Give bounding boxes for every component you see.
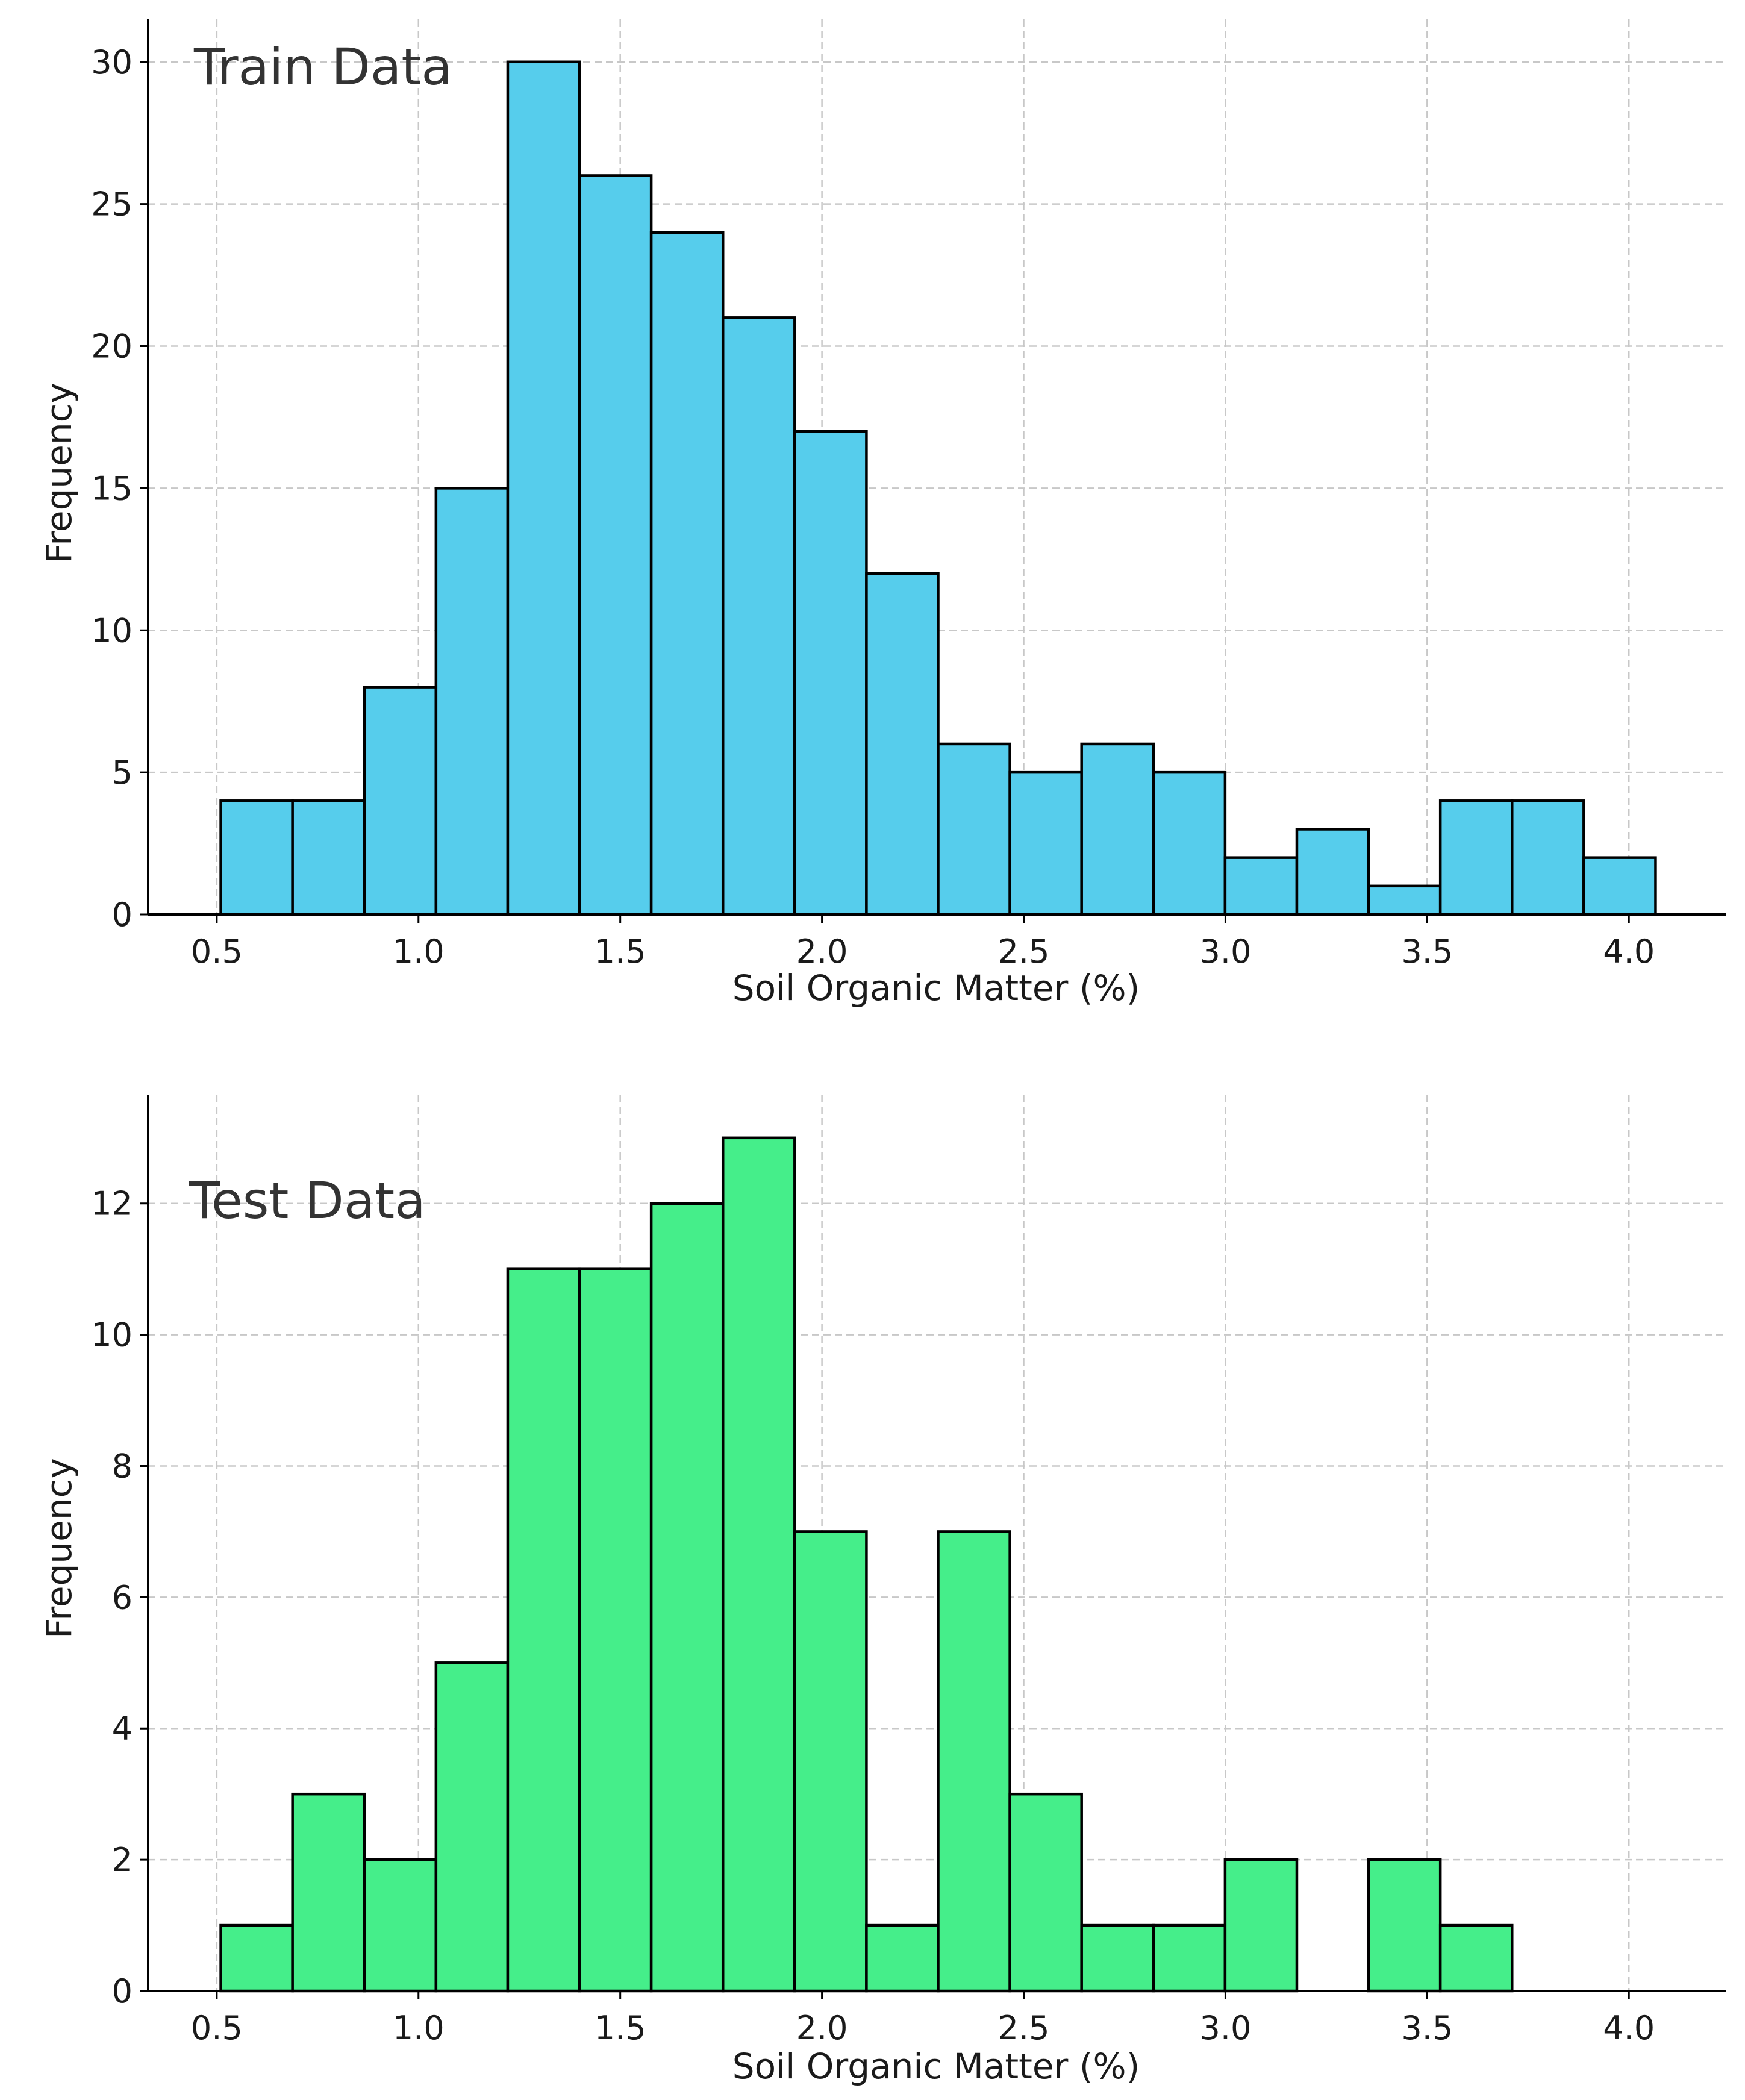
train-histogram-panel: 0.5 1.0 1.5 2.0 2.5 3.0 3.5 4.0 0 5 10 15 20 25 30 Tr… xyxy=(39,19,1726,1008)
test-histogram-panel: 0.5 1.0 1.5 2.0 2.5 3.0 3.5 4.0 0 2 4 6 8 10 12 Test … xyxy=(39,1095,1726,2087)
train-bars xyxy=(219,60,1657,916)
train-bar xyxy=(649,231,725,916)
train-bar xyxy=(506,60,581,916)
train-y-tick-label: 20 xyxy=(91,328,133,366)
train-y-tick-label: 15 xyxy=(91,469,133,507)
train-x-tick-label: 4.0 xyxy=(1603,933,1655,970)
train-bar xyxy=(1367,884,1442,916)
train-y-tick-label: 10 xyxy=(91,611,133,649)
train-y-axis-label: Frequency xyxy=(39,383,80,563)
train-bar xyxy=(1008,770,1083,916)
test-y-tick-label: 8 xyxy=(112,1447,133,1485)
test-bar xyxy=(649,1202,725,1993)
train-x-tick-label: 3.5 xyxy=(1401,933,1453,970)
train-bar xyxy=(1582,856,1657,916)
train-x-ticks: 0.5 1.0 1.5 2.0 2.5 3.0 3.5 4.0 xyxy=(191,914,1655,970)
test-bar xyxy=(1008,1792,1083,1993)
test-bar xyxy=(937,1530,1011,1993)
test-x-ticks: 0.5 1.0 1.5 2.0 2.5 3.0 3.5 4.0 xyxy=(191,1991,1655,2047)
test-x-tick-label: 2.0 xyxy=(796,2009,848,2047)
test-bar xyxy=(1438,1923,1514,1993)
test-y-tick-label: 0 xyxy=(112,1972,133,2010)
test-x-tick-label: 1.5 xyxy=(595,2009,646,2047)
train-x-tick-label: 2.5 xyxy=(998,933,1050,970)
test-x-tick-label: 3.0 xyxy=(1199,2009,1251,2047)
train-y-tick-label: 0 xyxy=(112,896,133,934)
test-bar xyxy=(363,1858,438,1993)
test-x-axis-label: Soil Organic Matter (%) xyxy=(732,2046,1140,2087)
train-x-tick-label: 0.5 xyxy=(191,933,243,970)
train-bar xyxy=(1152,770,1227,916)
test-bar xyxy=(1152,1923,1227,1993)
train-bar xyxy=(1511,799,1585,916)
test-x-tick-label: 3.5 xyxy=(1401,2009,1453,2047)
train-bar xyxy=(865,572,940,916)
train-bar xyxy=(434,487,510,916)
test-bar xyxy=(578,1267,653,1993)
train-bar xyxy=(578,174,653,916)
test-bar xyxy=(793,1530,868,1993)
test-bar xyxy=(1367,1858,1442,1993)
train-y-ticks: 0 5 10 15 20 25 30 xyxy=(91,43,148,934)
test-bar xyxy=(219,1923,294,1993)
test-y-tick-label: 10 xyxy=(91,1316,133,1354)
train-y-tick-label: 5 xyxy=(112,754,133,792)
test-x-tick-label: 1.0 xyxy=(393,2009,445,2047)
test-bar xyxy=(1223,1858,1299,1993)
test-bar xyxy=(434,1661,510,1993)
train-bar xyxy=(291,799,366,916)
test-panel-title: Test Data xyxy=(189,1171,426,1230)
train-x-tick-label: 1.5 xyxy=(595,933,646,970)
train-bar xyxy=(1438,799,1514,916)
test-bar xyxy=(721,1136,796,1993)
test-bar xyxy=(291,1792,366,1993)
train-bar xyxy=(937,742,1011,916)
test-x-tick-label: 2.5 xyxy=(998,2009,1050,2047)
train-bar xyxy=(793,430,868,916)
train-bar xyxy=(1223,856,1299,916)
test-bar xyxy=(506,1267,581,1993)
train-bar xyxy=(1295,828,1370,916)
train-bar xyxy=(363,686,438,916)
train-x-tick-label: 1.0 xyxy=(393,933,445,970)
train-x-tick-label: 3.0 xyxy=(1199,933,1251,970)
train-bar xyxy=(1080,742,1155,916)
train-bar xyxy=(721,316,796,916)
test-bar xyxy=(1080,1923,1155,1993)
test-bar xyxy=(865,1923,940,1993)
test-y-tick-label: 2 xyxy=(112,1841,133,1879)
train-y-tick-label: 30 xyxy=(91,43,133,81)
test-y-tick-label: 6 xyxy=(112,1578,133,1616)
train-bar xyxy=(219,799,294,916)
test-y-tick-label: 4 xyxy=(112,1710,133,1748)
train-x-tick-label: 2.0 xyxy=(796,933,848,970)
test-y-axis-label: Frequency xyxy=(39,1458,80,1639)
train-panel-title: Train Data xyxy=(193,37,452,96)
test-x-tick-label: 4.0 xyxy=(1603,2009,1655,2047)
test-y-tick-label: 12 xyxy=(91,1185,133,1223)
test-x-tick-label: 0.5 xyxy=(191,2009,243,2047)
train-x-axis-label: Soil Organic Matter (%) xyxy=(732,967,1140,1008)
test-y-ticks: 0 2 4 6 8 10 12 xyxy=(91,1185,148,2010)
train-y-tick-label: 25 xyxy=(91,186,133,223)
test-bars xyxy=(219,1136,1514,1993)
